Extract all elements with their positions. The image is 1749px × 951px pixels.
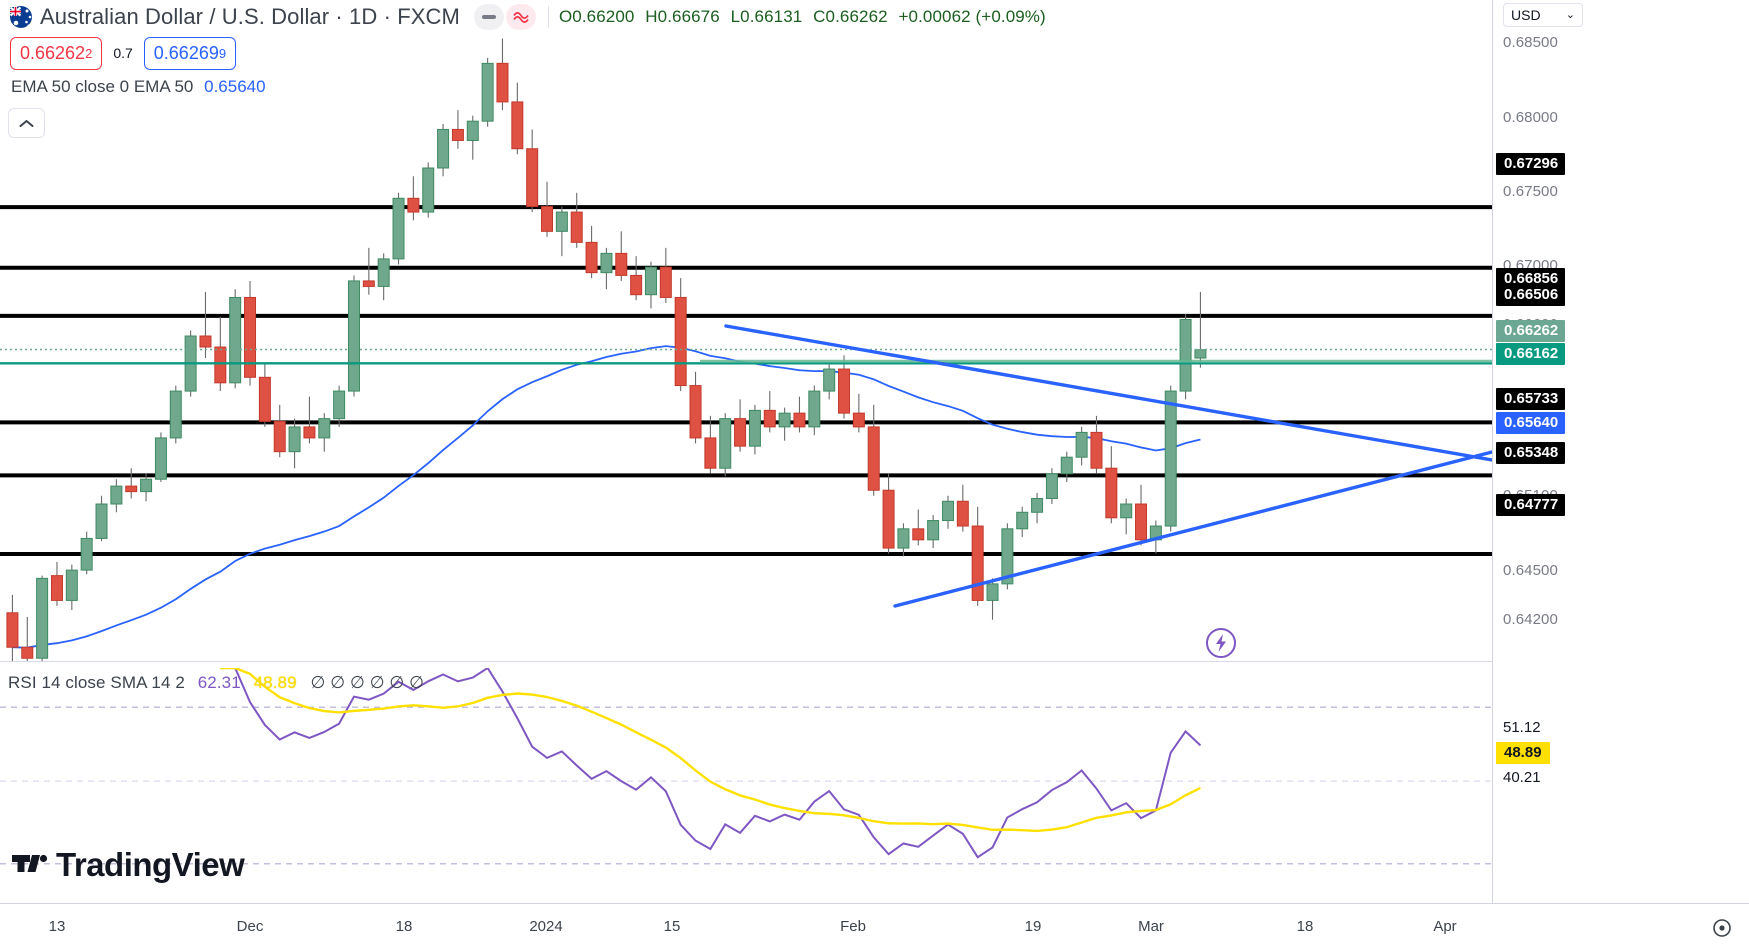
wave-style-icon[interactable]	[505, 4, 536, 30]
rsi-scale-label: 48.89	[1496, 742, 1550, 764]
tradingview-watermark: TradingView	[12, 846, 245, 884]
collapse-legend-button[interactable]	[8, 108, 45, 138]
ask-price: 0.66269	[153, 42, 219, 63]
rsi-scale-label: 40.21	[1503, 769, 1541, 786]
price-tick: 0.68000	[1503, 109, 1558, 126]
ema-legend-title: EMA 50 close 0 EMA 50	[11, 77, 194, 96]
bid-price: 0.66262	[20, 42, 86, 63]
ema-legend[interactable]: EMA 50 close 0 EMA 50 0.65640	[11, 77, 1046, 97]
chart-style-toggles[interactable]	[473, 4, 536, 30]
ohlc-high: H0.66676	[645, 7, 720, 26]
ohlc-open: O0.66200	[558, 7, 635, 26]
chevron-down-icon: ⌄	[1565, 8, 1575, 21]
ohlc-low: L0.66131	[730, 7, 803, 26]
rsi-scale-label: 62.31	[1504, 680, 1542, 697]
price-scale[interactable]: USD ⌄ 0.685000.680000.675000.670000.6660…	[1492, 0, 1749, 903]
time-axis-label: Feb	[840, 918, 866, 935]
rsi-na-values: ∅ ∅ ∅ ∅ ∅ ∅	[310, 673, 425, 692]
price-tick: 0.68500	[1503, 34, 1558, 51]
pane-divider	[0, 661, 1492, 662]
bid-sup: 2	[85, 45, 93, 61]
ask-price-box[interactable]: 0.66269 9	[143, 36, 237, 70]
rsi-scale-label: 51.12	[1503, 719, 1541, 736]
ema-legend-value: 0.65640	[204, 77, 266, 96]
axis-settings-icon[interactable]	[1712, 918, 1732, 943]
australia-flag-icon	[8, 5, 34, 29]
time-axis[interactable]: 13 Dec 18 2024 15 Feb 19 Mar 18 Apr	[0, 903, 1749, 951]
rsi-legend-title: RSI 14 close SMA 14 2	[8, 673, 185, 692]
price-tick: 0.67500	[1503, 183, 1558, 200]
time-axis-label: 2024	[529, 918, 563, 935]
ohlc-close: C0.66262	[813, 7, 888, 26]
time-axis-label: 15	[663, 918, 681, 935]
price-label: 0.67296	[1496, 153, 1566, 175]
time-axis-label: 19	[1024, 918, 1042, 935]
tradingview-logo-icon	[12, 848, 48, 883]
spread-value: 0.7	[113, 45, 133, 61]
chart-legend: Australian Dollar / U.S. Dollar · 1D · F…	[8, 2, 1046, 97]
price-label: 0.65640	[1496, 412, 1566, 434]
currency-selector[interactable]: USD ⌄	[1503, 3, 1583, 27]
rsi-legend-value: 62.31	[197, 673, 241, 692]
time-axis-label: 18	[1296, 918, 1314, 935]
price-label: 0.65348	[1496, 442, 1566, 464]
price-tick: 0.64500	[1503, 562, 1558, 579]
watermark-text: TradingView	[56, 846, 245, 883]
time-axis-label: Dec	[236, 918, 264, 935]
bar-style-icon[interactable]	[473, 4, 504, 30]
rsi-legend[interactable]: RSI 14 close SMA 14 2 62.31 48.89 ∅ ∅ ∅ …	[8, 673, 424, 693]
rsi-indicator-pane[interactable]	[0, 668, 1492, 903]
rsi-plot	[0, 668, 1492, 865]
price-tick: 0.64200	[1503, 611, 1558, 628]
price-label: 0.64777	[1496, 494, 1566, 516]
symbol-title[interactable]: Australian Dollar / U.S. Dollar · 1D · F…	[40, 4, 460, 29]
time-axis-label: 18	[395, 918, 413, 935]
quote-row: 0.66262 2 0.7 0.66269 9	[10, 36, 1046, 70]
chevron-up-icon	[19, 119, 34, 127]
price-label: 0.66506	[1496, 284, 1566, 306]
bid-price-box[interactable]: 0.66262 2	[10, 36, 103, 70]
legend-divider	[547, 6, 549, 28]
symbol-row[interactable]: Australian Dollar / U.S. Dollar · 1D · F…	[8, 2, 1046, 32]
price-label: 0.65733	[1496, 388, 1566, 410]
time-axis-label: 13	[48, 918, 66, 935]
time-axis-label: Apr	[1433, 918, 1457, 935]
price-label: 0.66262	[1496, 320, 1566, 342]
price-label: 0.66162	[1496, 343, 1566, 365]
ohlc-readout: O0.66200 H0.66676 L0.66131 C0.66262 +0.0…	[559, 7, 1046, 27]
currency-label: USD	[1511, 7, 1541, 23]
ask-sup: 9	[218, 45, 227, 61]
price-chart-pane[interactable]	[0, 0, 1492, 661]
time-axis-label: Mar	[1138, 918, 1164, 935]
rsi-sma-legend-value: 48.89	[253, 673, 297, 692]
ohlc-change: +0.00062 (+0.09%)	[898, 7, 1046, 26]
candlestick-plot	[0, 38, 1492, 661]
lightning-bolt-icon[interactable]	[1205, 627, 1237, 659]
